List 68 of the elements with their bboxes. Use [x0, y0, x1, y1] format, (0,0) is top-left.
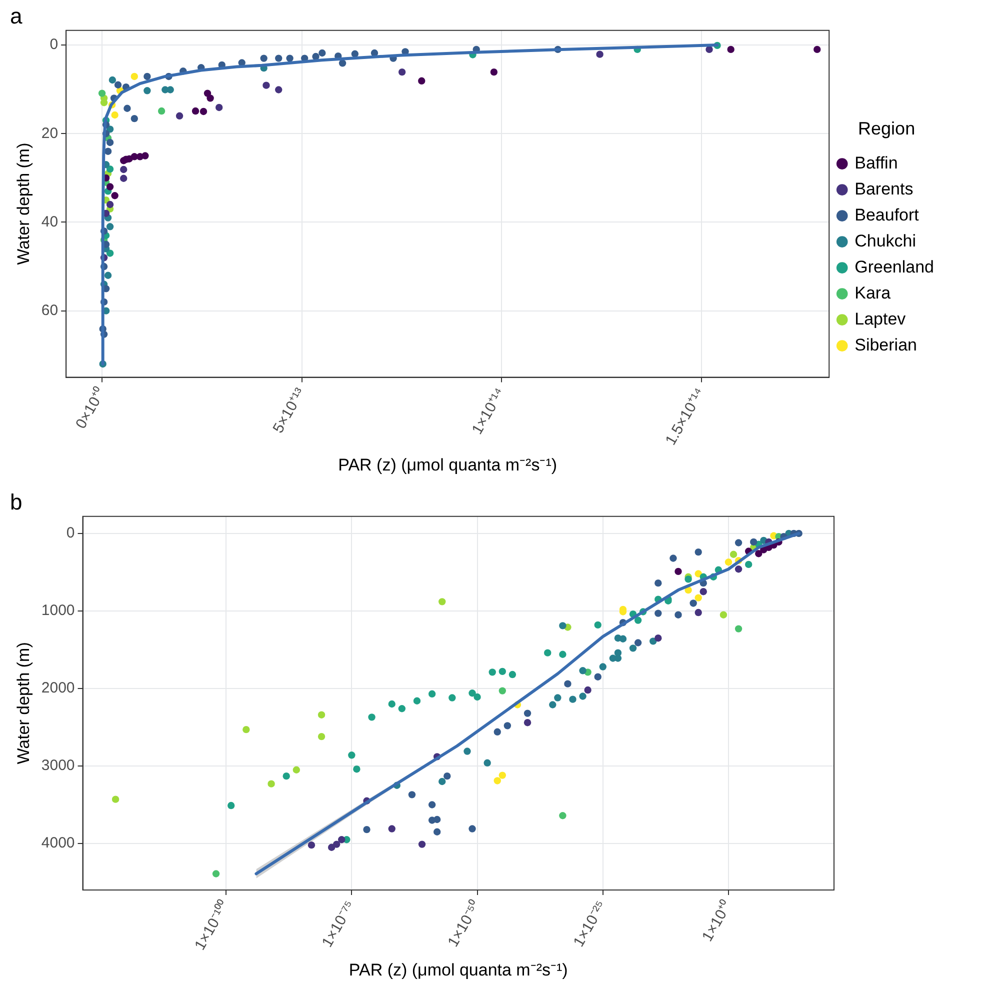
legend-label: Beaufort [854, 205, 920, 224]
point [144, 72, 151, 80]
point [98, 90, 106, 97]
point [318, 49, 326, 57]
point [106, 183, 114, 190]
point [814, 46, 821, 54]
point [176, 112, 184, 120]
chart-title: b [10, 489, 22, 514]
point [106, 223, 114, 230]
y-axis-title: Water depth (m) [14, 142, 33, 265]
point [106, 138, 114, 146]
point [104, 272, 112, 279]
point [108, 76, 116, 84]
x-axis-title: PAR (z) (μmol quanta m⁻²s⁻¹) [338, 455, 558, 474]
point [286, 54, 294, 62]
y-tick-label: 3000 [41, 757, 75, 774]
legend-label: Laptev [854, 309, 906, 328]
point [418, 77, 426, 84]
point [104, 148, 112, 155]
legend-label: Chukchi [854, 231, 916, 250]
point [215, 104, 223, 112]
point [124, 104, 131, 112]
legend-label: Siberian [854, 335, 917, 354]
point [727, 46, 734, 54]
point [706, 46, 713, 54]
chart-title: a [10, 3, 23, 28]
legend-label: Barents [854, 179, 914, 198]
point [200, 108, 208, 116]
legend-title: Region [858, 118, 916, 139]
point [260, 54, 268, 62]
y-tick-label: 1000 [41, 602, 75, 620]
point [596, 50, 604, 58]
point [275, 86, 282, 94]
legend-label: Baffin [854, 153, 898, 172]
point [120, 166, 128, 174]
point [130, 114, 138, 122]
legend-label: Kara [854, 283, 892, 302]
point [158, 107, 166, 115]
x-axis-title: PAR (z) (μmol quanta m⁻²s⁻¹) [348, 960, 568, 980]
point [111, 111, 118, 119]
y-tick-label: 40 [41, 213, 58, 230]
point [312, 52, 320, 60]
point [120, 174, 128, 182]
y-tick-label: 4000 [41, 834, 75, 852]
point [106, 200, 114, 208]
y-tick-label: 0 [66, 524, 75, 542]
point [351, 50, 359, 58]
point [192, 107, 200, 115]
point [106, 250, 114, 257]
point [166, 86, 174, 94]
point [490, 68, 498, 76]
point [142, 152, 149, 160]
y-tick-label: 20 [41, 124, 58, 142]
y-tick-label: 2000 [41, 680, 75, 697]
point [114, 81, 122, 88]
point [144, 87, 151, 94]
y-tick-label: 60 [41, 302, 58, 319]
point [111, 192, 118, 200]
y-tick-label: 0 [50, 36, 58, 54]
point [338, 60, 346, 67]
legend-label: Greenland [854, 257, 934, 276]
point [262, 82, 270, 89]
y-axis-title: Water depth (m) [14, 642, 33, 764]
point [206, 94, 214, 102]
point [275, 54, 282, 62]
point [398, 68, 406, 76]
point [130, 72, 138, 80]
point [106, 165, 114, 173]
